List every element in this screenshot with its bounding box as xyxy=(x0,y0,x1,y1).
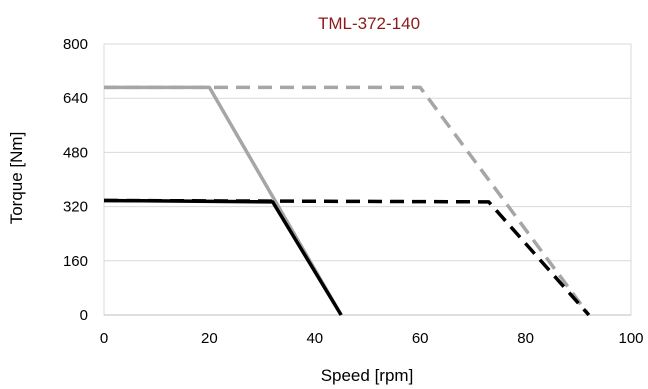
x-tick-label-0: 0 xyxy=(100,330,108,347)
x-axis-title: Speed [rpm] xyxy=(321,366,414,385)
x-tick-label-5: 100 xyxy=(618,330,643,347)
y-tick-label-2: 320 xyxy=(63,199,88,216)
x-tick-label-4: 80 xyxy=(517,330,534,347)
series-line-2 xyxy=(103,198,343,316)
series-line-3 xyxy=(103,198,591,317)
grid xyxy=(104,43,631,316)
x-tick-label-1: 20 xyxy=(201,330,218,347)
plot-border xyxy=(103,43,632,316)
series-line-1 xyxy=(104,85,591,317)
y-tick-labels: 0 160 320 480 640 800 xyxy=(63,36,88,324)
plot-frame xyxy=(103,43,632,316)
x-tick-label-2: 40 xyxy=(306,330,323,347)
y-tick-label-1: 160 xyxy=(63,253,88,270)
y-tick-label-3: 480 xyxy=(63,144,88,161)
y-axis-title: Torque [Nm] xyxy=(7,132,26,225)
x-tick-label-3: 60 xyxy=(412,330,429,347)
chart-title: TML-372-140 xyxy=(318,14,420,33)
y-tick-label-0: 0 xyxy=(80,307,88,324)
series-layer xyxy=(103,85,591,317)
y-tick-label-5: 800 xyxy=(63,36,88,53)
x-tick-labels: 0 20 40 60 80 100 xyxy=(100,330,644,347)
y-tick-label-4: 640 xyxy=(63,90,88,107)
